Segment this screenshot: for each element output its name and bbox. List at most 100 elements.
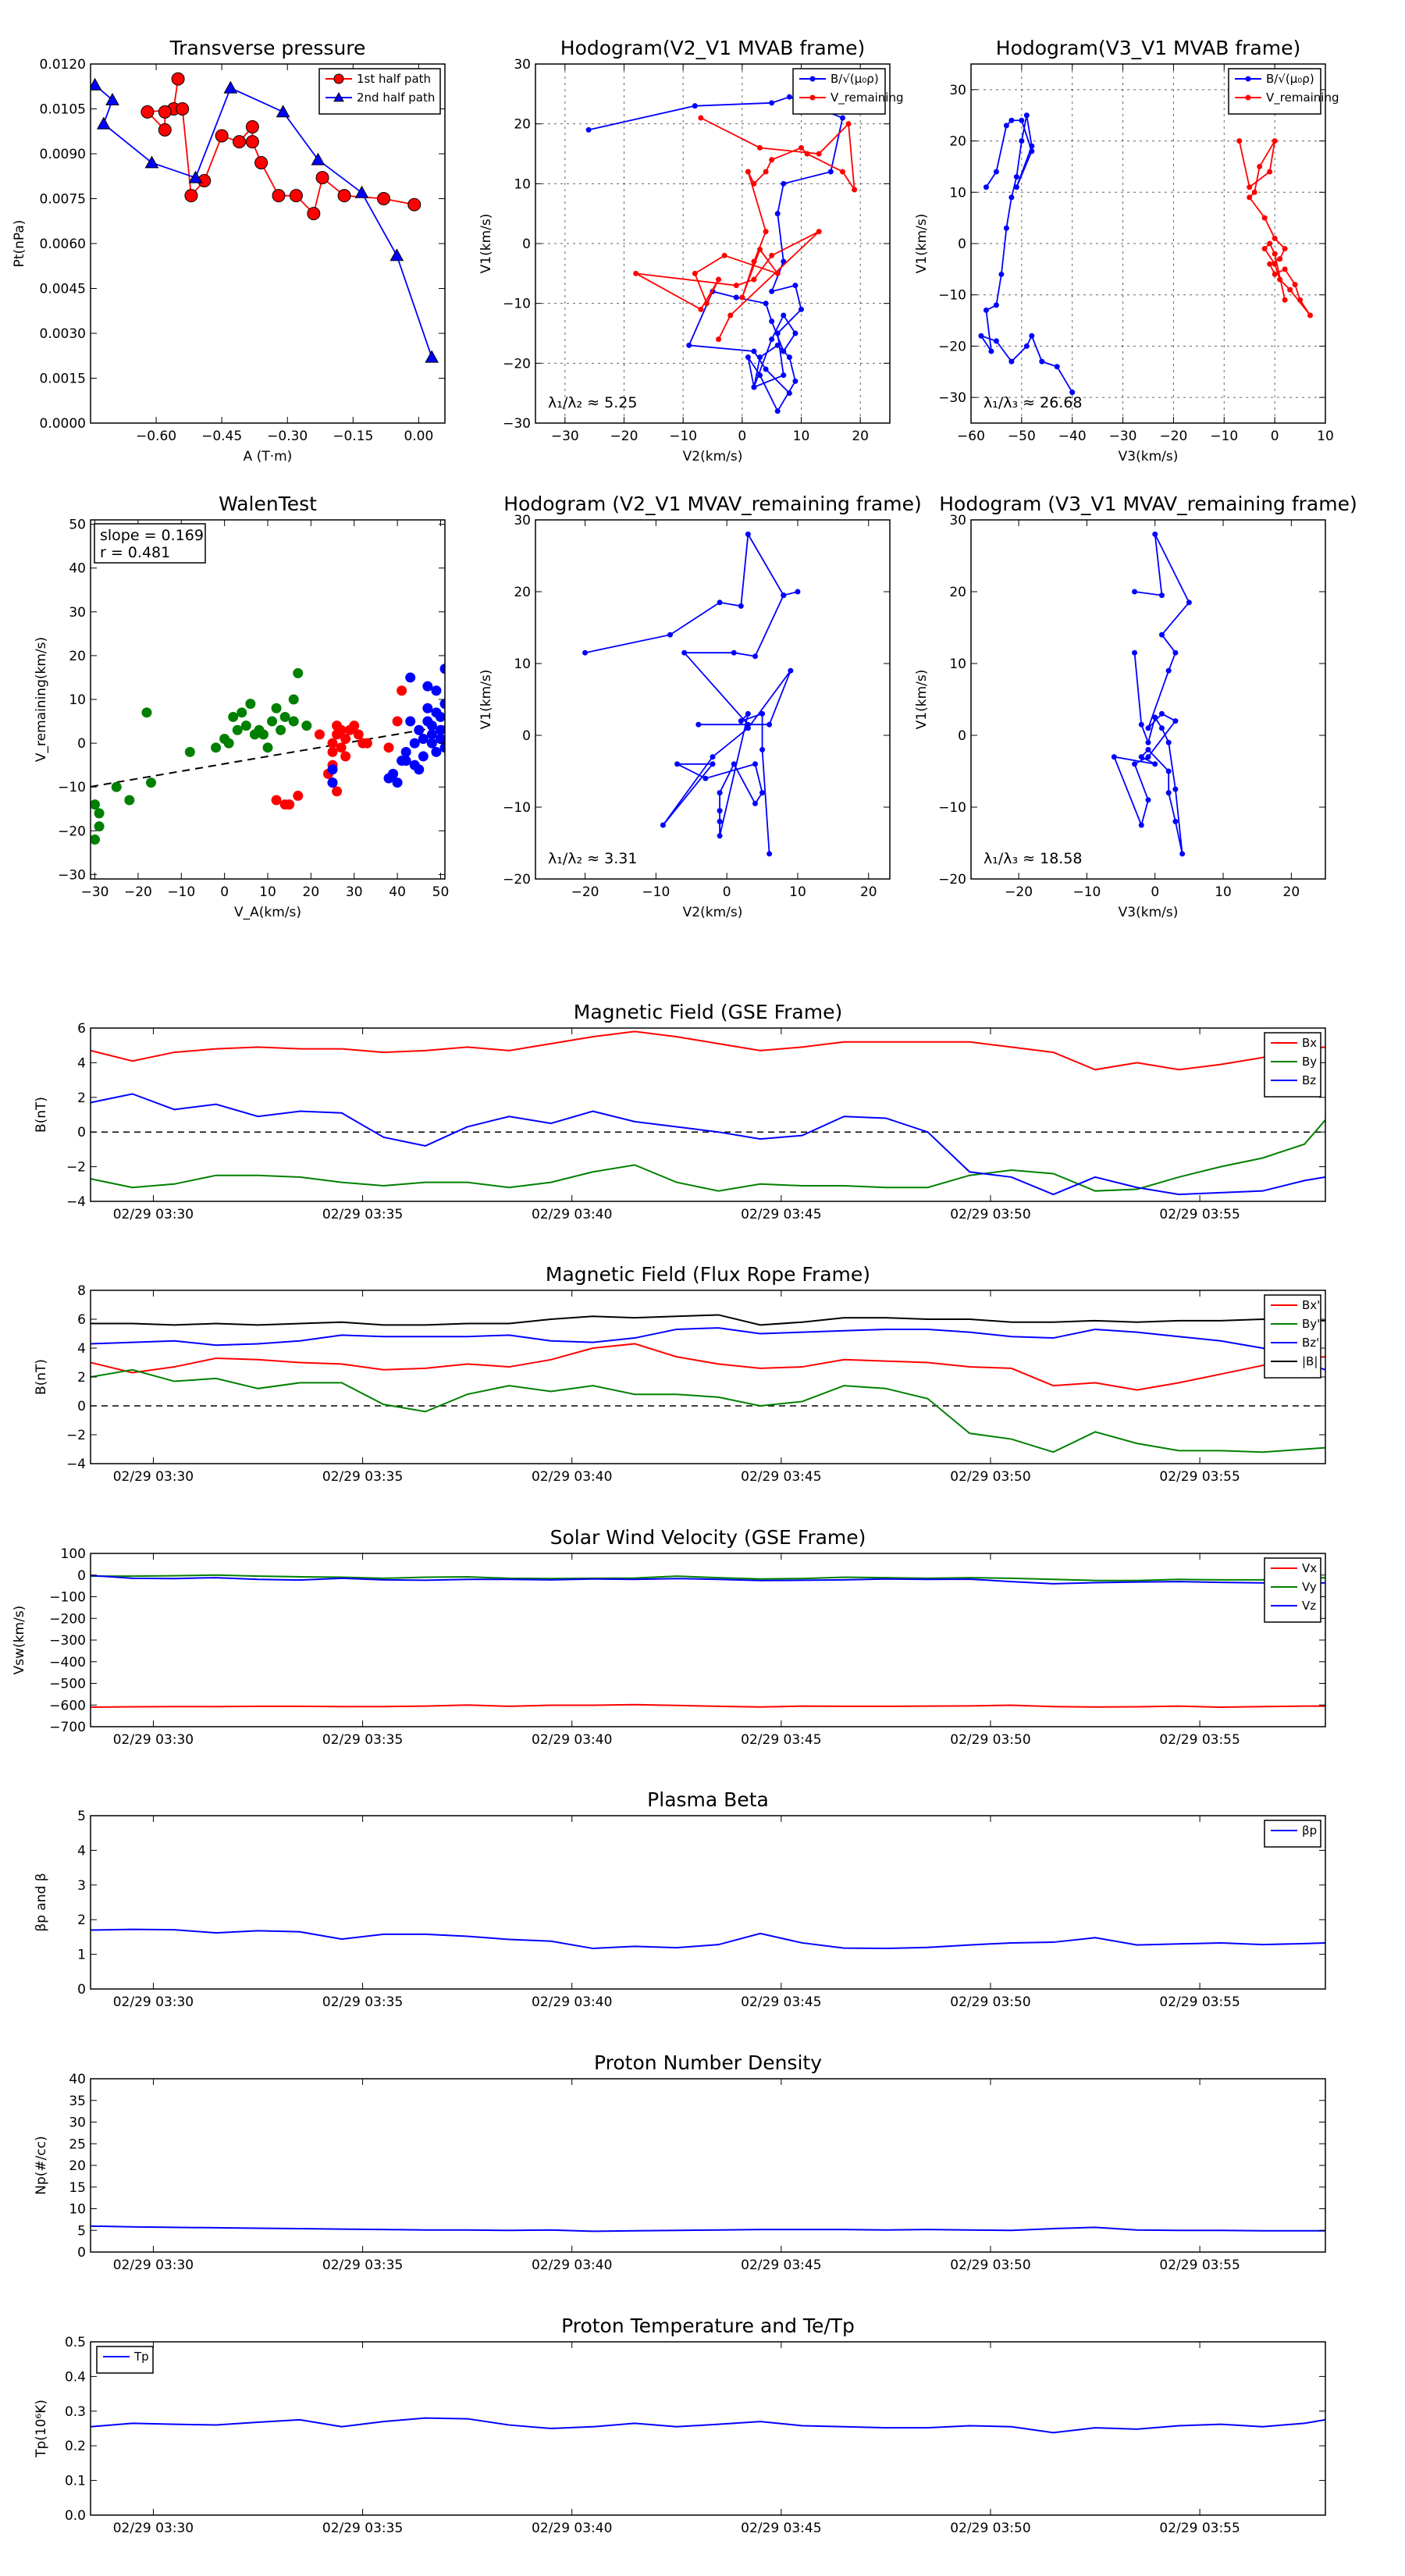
- x-tick-label: −10: [669, 429, 697, 444]
- x-tick-label: 50: [432, 884, 450, 900]
- data-point: [407, 197, 422, 212]
- data-point: [336, 742, 347, 753]
- series-line-1: [1238, 141, 1311, 316]
- y-tick-label: 30: [69, 2115, 86, 2131]
- data-point: [1003, 123, 1009, 129]
- legend-label: B/√(μ₀ρ): [831, 72, 879, 86]
- data-point: [751, 384, 757, 390]
- legend-label: Vy: [1302, 1580, 1317, 1594]
- data-point: [228, 711, 239, 722]
- x-tick-label: −50: [1008, 429, 1036, 444]
- data-point: [211, 742, 222, 753]
- data-point: [400, 746, 411, 757]
- y-tick-label: −2: [66, 1428, 86, 1443]
- legend-label: 2nd half path: [357, 91, 435, 105]
- data-point: [392, 716, 403, 727]
- data-point: [409, 738, 420, 749]
- x-tick-label: 30: [346, 884, 363, 900]
- data-point: [245, 135, 259, 149]
- data-point: [1165, 768, 1172, 774]
- eigenvalue-ratio-annotation: λ₁/λ₃ ≈ 26.68: [984, 394, 1083, 411]
- data-point: [1152, 531, 1158, 537]
- data-point: [1003, 225, 1009, 231]
- plot-frame: [90, 1815, 1326, 1990]
- y-tick-label: 20: [949, 585, 966, 600]
- data-point: [158, 105, 172, 119]
- x-tick-label: 20: [1283, 884, 1300, 900]
- plot-frame: [90, 1290, 1326, 1464]
- x-tick-label: 0: [1271, 429, 1279, 444]
- plot-area: [1111, 531, 1192, 857]
- data-point: [146, 777, 157, 788]
- chart-plasma-beta: Plasma Beta 02/29 03:30 02/29 03:35 02/29 0…: [34, 1788, 1326, 2010]
- data-point: [340, 751, 351, 762]
- x-tick-label: 02/29 03:40: [532, 1207, 612, 1222]
- legend-box: [792, 68, 886, 115]
- y-tick-label: −2: [66, 1160, 86, 1176]
- y-tick-label: 50: [69, 518, 86, 533]
- data-point: [710, 761, 716, 767]
- y-axis-label: V1(km/s): [478, 670, 494, 730]
- y-tick-label: 0: [522, 237, 531, 252]
- x-tick-label: 0.00: [404, 429, 433, 444]
- data-point: [1152, 714, 1158, 720]
- y-tick-label: 0.0: [65, 2508, 86, 2524]
- y-tick-label: −200: [49, 1611, 86, 1627]
- y-tick-label: −30: [58, 867, 86, 883]
- plot-area: [91, 1030, 1325, 1196]
- x-tick-label: 02/29 03:55: [1159, 1994, 1240, 2010]
- data-point: [795, 589, 801, 595]
- legend: Tp: [96, 2346, 154, 2374]
- data-point: [731, 649, 737, 656]
- y-tick-label: −100: [49, 1590, 86, 1606]
- data-point: [788, 667, 794, 674]
- data-point: [983, 307, 989, 313]
- plot-area: [91, 72, 439, 363]
- data-point: [727, 312, 734, 318]
- data-point: [336, 724, 347, 735]
- data-point: [752, 653, 758, 660]
- x-tick-label: 02/29 03:40: [532, 1469, 612, 1485]
- data-point: [757, 247, 763, 253]
- x-tick-label: 02/29 03:35: [322, 1994, 403, 2010]
- legend-label: By: [1302, 1055, 1317, 1069]
- x-tick-label: 0: [1151, 884, 1159, 900]
- y-tick-label: 30: [514, 57, 531, 73]
- x-axis-label: V3(km/s): [1119, 449, 1179, 464]
- data-point: [349, 720, 360, 731]
- data-point: [1251, 189, 1257, 195]
- chart-title: Solar Wind Velocity (GSE Frame): [550, 1526, 866, 1549]
- data-point: [781, 348, 787, 354]
- data-point: [792, 283, 799, 289]
- y-tick-label: −10: [938, 800, 966, 816]
- data-point: [293, 790, 304, 801]
- legend-label: Vz: [1302, 1599, 1316, 1613]
- data-point: [769, 157, 775, 163]
- data-point: [774, 270, 781, 276]
- data-point: [757, 354, 763, 361]
- data-point: [284, 799, 295, 810]
- data-point: [998, 271, 1005, 277]
- data-point: [1008, 117, 1015, 123]
- y-tick-label: 0.2: [65, 2439, 86, 2454]
- data-point: [435, 724, 445, 735]
- x-tick-label: 02/29 03:45: [741, 1207, 821, 1222]
- y-tick-label: −700: [49, 1720, 86, 1735]
- x-tick-label: −10: [642, 884, 670, 900]
- plot-area: [91, 2225, 1325, 2233]
- x-tick-label: −0.60: [136, 429, 176, 444]
- data-point: [739, 294, 745, 301]
- y-tick-label: 10: [69, 692, 86, 708]
- data-point: [1039, 358, 1045, 365]
- data-point: [418, 751, 429, 762]
- data-point: [279, 711, 290, 722]
- plot-frame: [90, 63, 446, 424]
- data-point: [354, 185, 369, 198]
- data-point: [418, 733, 429, 744]
- legend-box: [1228, 68, 1321, 115]
- y-axis-label: V1(km/s): [914, 214, 930, 274]
- data-point: [439, 699, 445, 710]
- y-tick-label: 100: [61, 1546, 86, 1562]
- data-point: [422, 703, 433, 713]
- data-point: [1282, 297, 1288, 303]
